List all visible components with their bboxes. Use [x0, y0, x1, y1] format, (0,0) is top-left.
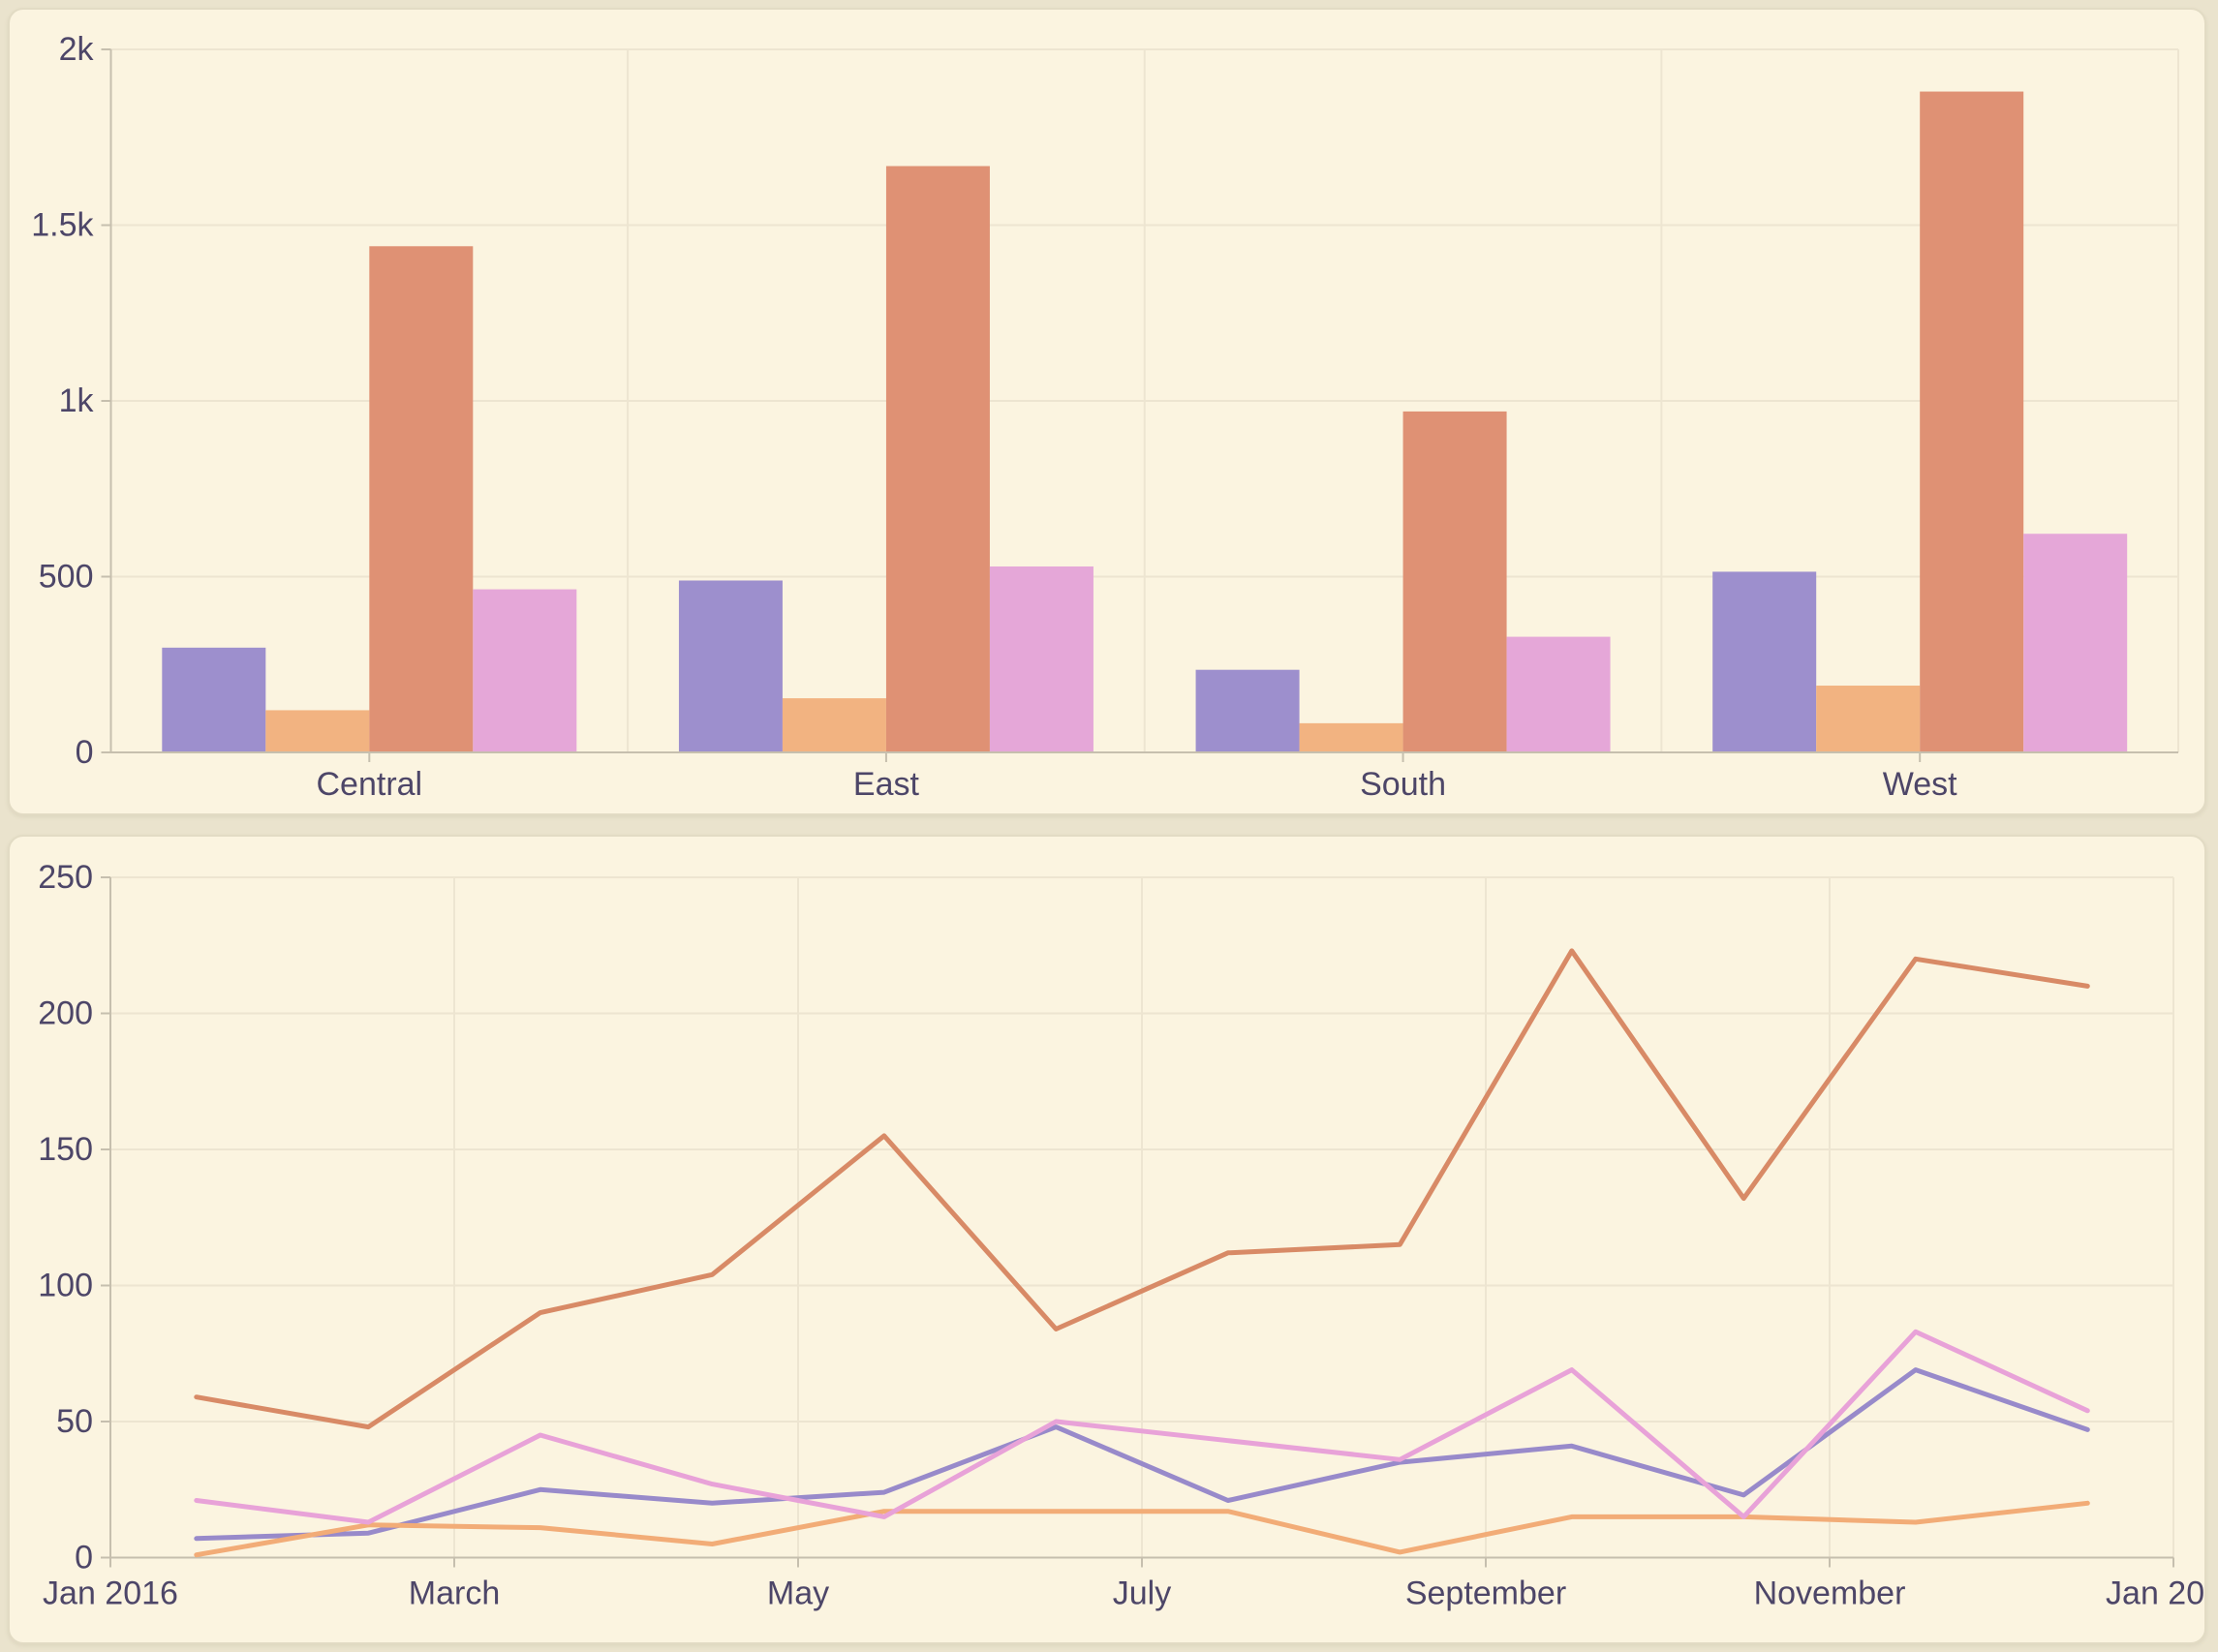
x-axis-category-label: East: [853, 766, 920, 803]
bar-central-salmon-series[interactable]: [369, 246, 474, 752]
bar-south-orange-series[interactable]: [1299, 722, 1403, 752]
bar-central-purple-series[interactable]: [162, 647, 266, 752]
x-axis-tick-label: July: [1113, 1576, 1171, 1612]
y-axis-tick-label: 1k: [59, 382, 95, 419]
line-orange-series[interactable]: [194, 1500, 2090, 1558]
line-salmon-series[interactable]: [194, 948, 2090, 1430]
line-pink-series[interactable]: [194, 1329, 2090, 1525]
y-axis-tick-label: 150: [38, 1131, 93, 1168]
y-axis-tick-label: 2k: [59, 31, 95, 68]
bar-east-salmon-series[interactable]: [885, 166, 990, 753]
x-axis-tick-label: September: [1405, 1576, 1566, 1612]
bar-west-pink-series[interactable]: [2023, 534, 2128, 752]
bar-south-salmon-series[interactable]: [1402, 411, 1507, 752]
x-axis-category-label: South: [1360, 766, 1446, 803]
bar-south-pink-series[interactable]: [1506, 636, 1611, 752]
bar-chart-card: 0 500 1k 1.5k 2k Central East South West: [8, 8, 2206, 815]
bar-east-pink-series[interactable]: [989, 566, 1094, 752]
x-axis-tick-label: Jan 2016: [43, 1576, 178, 1612]
bar-west-purple-series[interactable]: [1712, 571, 1817, 752]
x-axis-tick-label: November: [1754, 1576, 1906, 1612]
line-chart-card: 0 50 100 150 200 250 Jan 2016 March May July Septe…: [8, 835, 2206, 1644]
line-chart-canvas[interactable]: 0 50 100 150 200 250 Jan 2016 March May July Septe…: [10, 837, 2206, 1644]
bar-west-orange-series[interactable]: [1816, 686, 1921, 752]
bar-south-purple-series[interactable]: [1195, 669, 1300, 752]
y-axis-tick-label: 50: [56, 1403, 93, 1440]
y-axis-tick-label: 0: [76, 734, 94, 771]
x-axis-category-label: Central: [317, 766, 423, 803]
line-purple-series[interactable]: [194, 1367, 2090, 1542]
y-axis-tick-label: 500: [39, 559, 94, 596]
y-axis-tick-label: 200: [38, 995, 93, 1032]
x-axis-tick-label: May: [767, 1576, 829, 1612]
bar-chart-canvas[interactable]: 0 500 1k 1.5k 2k Central East South West: [10, 10, 2206, 815]
y-axis-tick-label: 1.5k: [31, 207, 94, 244]
bar-east-purple-series[interactable]: [678, 580, 783, 752]
x-axis-tick-label: Jan 2017: [2106, 1576, 2206, 1612]
x-axis-tick-label: March: [409, 1576, 500, 1612]
bar-central-orange-series[interactable]: [265, 710, 370, 752]
bar-east-orange-series[interactable]: [782, 698, 886, 752]
bar-central-pink-series[interactable]: [473, 589, 577, 752]
x-axis-category-label: West: [1883, 766, 1957, 803]
y-axis-tick-label: 100: [38, 1268, 93, 1304]
y-axis-tick-label: 0: [75, 1540, 93, 1576]
y-axis-tick-label: 250: [38, 859, 93, 896]
bar-west-salmon-series[interactable]: [1920, 91, 2024, 752]
